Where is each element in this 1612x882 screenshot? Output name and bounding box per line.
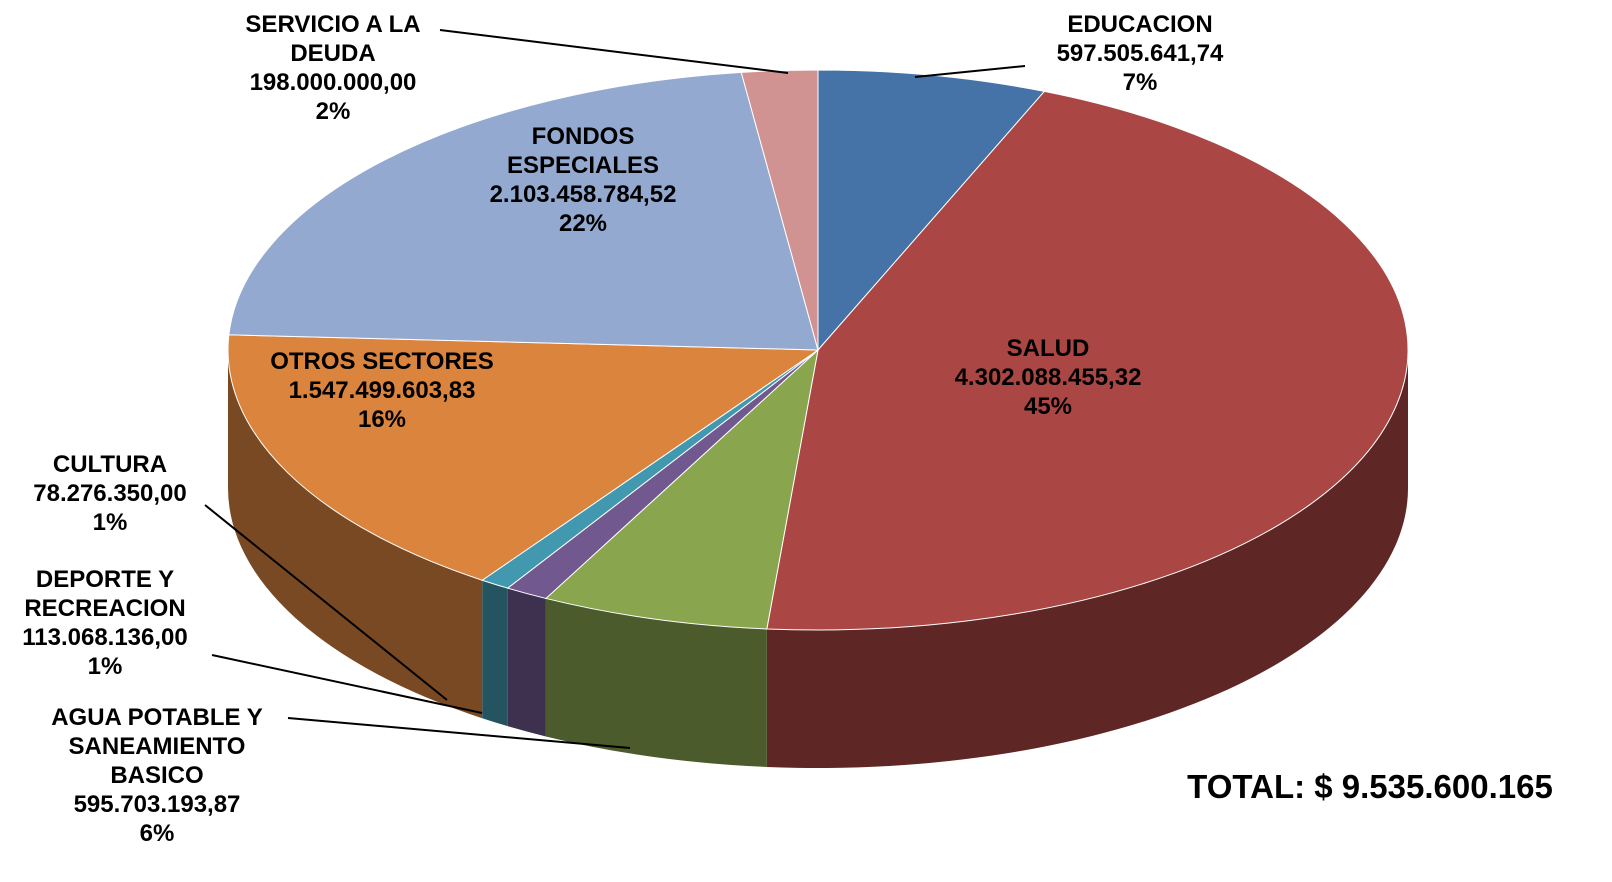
category-label: AGUA POTABLE Y SANEAMIENTO BASICO (51, 704, 263, 789)
leader-line (287, 717, 631, 749)
slice-side (507, 588, 546, 737)
percent-label: 16% (357, 406, 407, 433)
category-label: FONDOS ESPECIALES (506, 123, 660, 179)
value-label: 78.276.350,00 (33, 480, 187, 507)
slice-label: FONDOS ESPECIALES 2.103.458.784,52 22% (473, 122, 693, 238)
slice-label: SALUD 4.302.088.455,32 45% (898, 334, 1198, 421)
value-label: 4.302.088.455,32 (954, 364, 1142, 391)
value-label: 597.505.641,74 (1056, 40, 1224, 67)
slice-side (227, 350, 483, 719)
slice-label: CULTURA 78.276.350,00 1% (0, 450, 220, 537)
slice-label: SERVICIO A LA DEUDA 198.000.000,00 2% (213, 10, 453, 126)
slice-side (482, 580, 508, 727)
slice (227, 334, 820, 581)
category-label: EDUCACION (1067, 11, 1213, 38)
slice-label: EDUCACION 597.505.641,74 7% (1010, 10, 1270, 97)
percent-label: 1% (92, 509, 128, 536)
percent-label: 6% (139, 820, 175, 847)
slice (740, 69, 819, 351)
percent-label: 22% (558, 210, 608, 237)
percent-label: 1% (87, 653, 123, 680)
slice-label: OTROS SECTORES 1.547.499.603,83 16% (222, 347, 542, 434)
slice-label: DEPORTE Y RECREACION 113.068.136,00 1% (0, 565, 210, 681)
value-label: 1.547.499.603,83 (288, 377, 476, 404)
category-label: CULTURA (52, 451, 168, 478)
leader-line (914, 65, 1026, 78)
value-label: 2.103.458.784,52 (489, 181, 677, 208)
slice (228, 71, 819, 351)
category-label: DEPORTE Y RECREACION (24, 566, 186, 622)
category-label: SERVICIO A LA DEUDA (245, 11, 421, 67)
percent-label: 7% (1122, 69, 1158, 96)
slice-side (545, 598, 767, 767)
slice (544, 348, 819, 630)
value-label: 595.703.193,87 (73, 791, 241, 818)
total-label: TOTAL: $ 9.535.600.165 (1187, 768, 1553, 805)
leader-line (439, 29, 789, 74)
slice-side (766, 350, 1408, 769)
category-label: OTROS SECTORES (270, 348, 494, 375)
leader-line (204, 504, 448, 701)
value-label: 113.068.136,00 (22, 624, 188, 651)
percent-label: 45% (1023, 393, 1073, 420)
percent-label: 2% (315, 98, 351, 125)
slice-label: AGUA POTABLE Y SANEAMIENTO BASICO 595.703… (22, 703, 292, 848)
category-label: SALUD (1006, 335, 1090, 362)
leader-line (211, 654, 483, 714)
value-label: 198.000.000,00 (249, 69, 417, 96)
slice (766, 90, 1409, 631)
